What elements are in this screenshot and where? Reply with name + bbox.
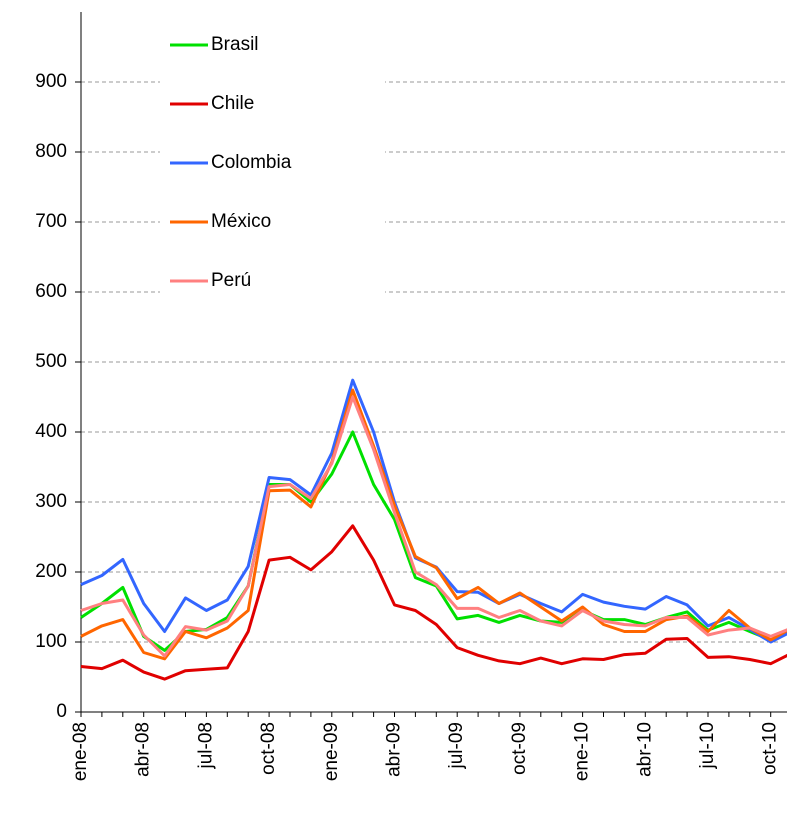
- legend-label: Brasil: [211, 34, 259, 55]
- y-tick-label: 0: [56, 701, 67, 722]
- x-tick-label: ene-08: [70, 722, 91, 781]
- x-tick-label: abr-10: [634, 722, 655, 777]
- x-tick-label: jul-10: [697, 722, 718, 769]
- x-tick-label: jul-09: [446, 722, 467, 769]
- y-tick-label: 500: [35, 351, 67, 372]
- legend-label: Chile: [211, 93, 254, 114]
- legend-label: México: [211, 211, 271, 232]
- y-tick-label: 200: [35, 561, 67, 582]
- y-tick-label: 600: [35, 281, 67, 302]
- x-tick-label: ene-10: [572, 722, 593, 781]
- y-tick-label: 900: [35, 71, 67, 92]
- y-tick-label: 100: [35, 631, 67, 652]
- series-line: [80, 378, 787, 644]
- y-tick-label: 800: [35, 141, 67, 162]
- legend-label: Colombia: [211, 152, 292, 173]
- x-tick-label: ene-09: [321, 722, 342, 781]
- x-tick-label: jul-08: [195, 722, 216, 769]
- x-tick-label: oct-08: [258, 722, 279, 775]
- series-line: [80, 395, 787, 658]
- x-tick-label: oct-10: [760, 722, 781, 775]
- x-tick-label: oct-09: [509, 722, 530, 775]
- x-tick-label: abr-08: [133, 722, 154, 777]
- y-tick-label: 400: [35, 421, 67, 442]
- series-line: [80, 524, 787, 681]
- y-tick-label: 300: [35, 491, 67, 512]
- legend-label: Perú: [211, 270, 251, 291]
- x-tick-label: abr-09: [384, 722, 405, 777]
- y-tick-label: 700: [35, 211, 67, 232]
